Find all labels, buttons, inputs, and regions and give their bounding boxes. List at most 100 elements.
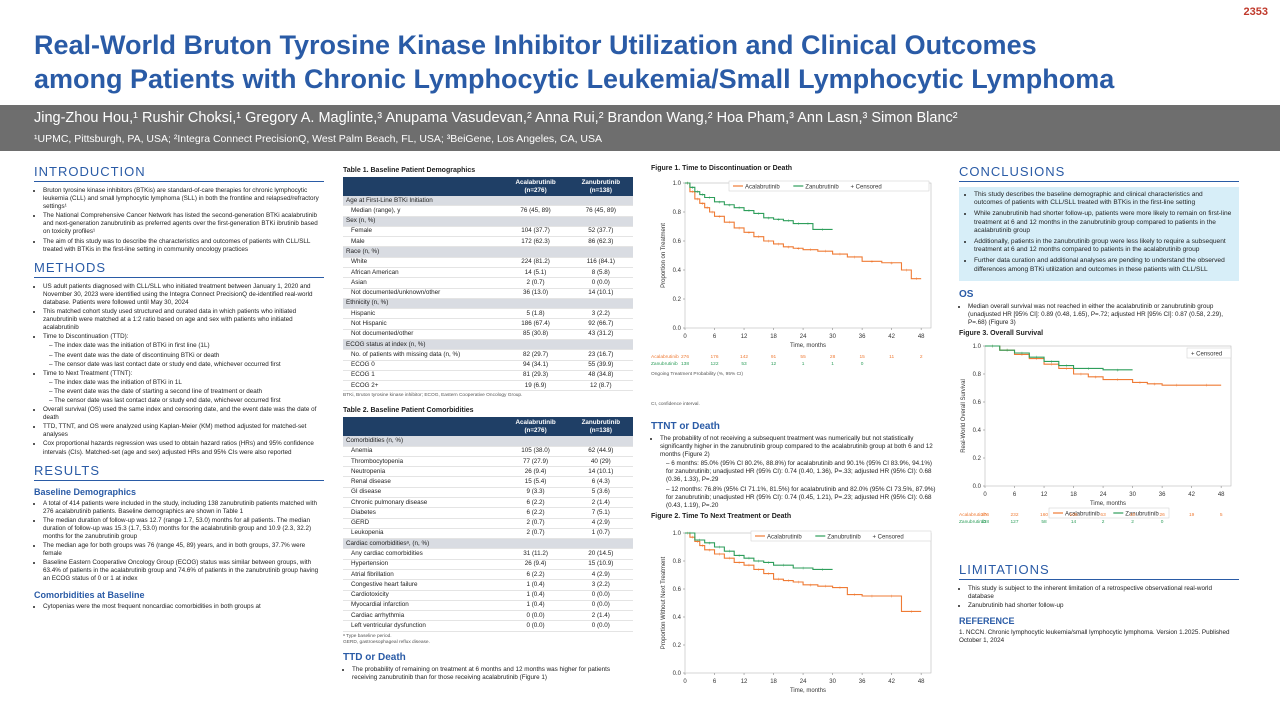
legend-box <box>1048 507 1170 519</box>
affiliations: ¹UPMC, Pittsburgh, PA, USA; ²Integra Con… <box>34 133 603 145</box>
table-cell: Not Hispanic <box>343 318 503 330</box>
censor-mark: + <box>757 211 760 217</box>
censor-mark: + <box>1139 381 1142 387</box>
table-cell: 86 (62.3) <box>568 236 633 248</box>
y-tick-label: 0.4 <box>973 428 982 434</box>
table-cell: Left ventricular dysfunction <box>343 620 503 632</box>
conclusion-bullet: This study describes the baseline demogr… <box>974 191 1233 207</box>
censor-mark: + <box>698 538 701 544</box>
censor-mark: + <box>686 181 689 187</box>
table1-caption: Table 1. Baseline Patient Demographics <box>343 167 476 174</box>
table-cell: Asian <box>343 277 503 289</box>
censor-mark: + <box>701 543 704 549</box>
table-cell: 94 (34.1) <box>502 360 569 371</box>
ttd-bullet: The probability of remaining on treatmen… <box>352 666 633 682</box>
conclusion-bullet: While zanubrutinib had shorter follow-up… <box>974 210 1233 235</box>
censor-mark: + <box>1035 357 1038 363</box>
risk-table-value: 142 <box>740 354 748 360</box>
methods-bullet: This matched cohort study used structure… <box>43 308 324 332</box>
risk-table-value: 122 <box>711 361 719 367</box>
censor-mark: + <box>1116 378 1119 384</box>
risk-table-caption: Ongoing Treatment Probability (%, 95% CI… <box>651 371 743 377</box>
risk-table-value: 127 <box>1011 519 1019 525</box>
censor-mark: + <box>747 230 750 236</box>
table-cell: 224 (81.2) <box>502 257 569 268</box>
table-cell: 9 (3.3) <box>502 487 569 499</box>
risk-table-value: 1 <box>802 361 805 367</box>
table-cell: Not documented/other <box>343 329 503 340</box>
table1-header-acalabrutinib: Acalabrutinib (n=276) <box>502 177 569 196</box>
censor-mark: + <box>824 249 827 255</box>
x-tick-label: 0 <box>683 679 687 685</box>
risk-table-value: 11 <box>889 354 894 360</box>
table-cell: Atrial fibrillation <box>343 569 503 581</box>
km-curve-acalabrutinib <box>985 345 1222 386</box>
table-cell: Leukopenia <box>343 528 503 540</box>
table-cell: 1 (0.4) <box>502 600 569 612</box>
table-cell: 77 (27.9) <box>502 456 569 468</box>
censor-mark: + <box>853 592 856 598</box>
risk-table-value: 14 <box>1071 519 1077 525</box>
table-row: White 224 (81.2) 116 (84.1) <box>343 257 633 268</box>
results-heading: RESULTS <box>34 463 324 481</box>
y-tick-label: 0.2 <box>673 297 682 303</box>
conclusions-box: This study describes the baseline demogr… <box>959 187 1239 281</box>
table-cell: African American <box>343 267 503 279</box>
results-bullet: Cytopenias were the most frequent noncar… <box>43 603 324 611</box>
censor-mark: + <box>890 594 893 600</box>
censor-mark: + <box>1020 353 1023 359</box>
censor-mark: + <box>767 216 770 222</box>
table-cell <box>568 298 633 310</box>
risk-table-value: 0 <box>861 361 864 367</box>
table-row: ECOG 0 94 (34.1) 55 (39.9) <box>343 360 633 371</box>
y-tick-label: 0.8 <box>673 559 682 565</box>
censor-mark: + <box>767 571 770 577</box>
censor-mark: + <box>905 268 908 274</box>
table-cell: 15 (10.9) <box>568 559 633 571</box>
x-tick-label: 42 <box>1188 492 1195 498</box>
legend-label: Zanubrutinib <box>827 534 861 540</box>
results-bullet: The median age for both groups was 76 (r… <box>43 542 324 558</box>
table-row: Cardiac arrhythmia 0 (0.0) 2 (1.4) <box>343 610 633 622</box>
table-cell: Congestive heart failure <box>343 579 503 591</box>
methods-bullet: Cox proportional hazards regression was … <box>43 440 324 456</box>
title-line-2: among Patients with Chronic Lymphocytic … <box>34 64 1115 94</box>
censor-mark: + <box>728 556 731 562</box>
conclusion-bullet: Further data curation and additional ana… <box>974 257 1233 273</box>
table-cell: ECOG status at index (n, %) <box>343 339 503 351</box>
table-cell: 0 (0.0) <box>568 620 633 632</box>
x-tick-label: 36 <box>859 334 866 340</box>
poster-title: Real-World Bruton Tyrosine Kinase Inhibi… <box>34 28 1234 96</box>
table-row: Hispanic 5 (1.8) 3 (2.2) <box>343 308 633 320</box>
reference-text: 1. NCCN. Chronic lymphocytic leukemia/sm… <box>959 629 1230 645</box>
x-tick-label: 12 <box>1041 492 1048 498</box>
km-curve-acalabrutinib <box>685 532 922 612</box>
censor-mark: + <box>691 185 694 191</box>
censor-mark: + <box>1116 368 1119 374</box>
risk-table-value: 106 <box>1070 512 1078 518</box>
table-cell: 7 (5.1) <box>568 507 633 519</box>
y-tick-label: 0.2 <box>973 456 982 462</box>
censor-mark: + <box>915 277 918 283</box>
table-cell: 2 (0.7) <box>502 277 569 289</box>
table-cell: GI disease <box>343 487 503 499</box>
legend-label: Acalabrutinib <box>767 534 802 540</box>
censor-mark: + <box>797 580 800 586</box>
methods-bullet: – The censor date was last contact date … <box>49 396 281 404</box>
censor-mark: + <box>824 584 827 590</box>
censor-mark: + <box>991 344 994 350</box>
censor-mark: + <box>711 210 714 216</box>
x-tick-label: 6 <box>1013 492 1017 498</box>
y-tick-label: 0.6 <box>673 587 682 593</box>
table-cell: Age at First-Line BTKi Initiation <box>343 196 503 207</box>
censor-mark: + <box>1153 382 1156 388</box>
table-cell <box>502 339 569 351</box>
intro-bullet: The National Comprehensive Cancer Networ… <box>43 212 324 236</box>
table1-header-zanubrutinib: Zanubrutinib (n=138) <box>568 177 633 196</box>
risk-table-value: 15 <box>859 354 865 360</box>
censor-mark: + <box>728 549 731 555</box>
censor-legend-label: + Censored <box>1191 352 1222 358</box>
table-row: Renal disease 15 (5.4) 6 (4.3) <box>343 476 633 488</box>
table-cell: Any cardiac comorbidities <box>343 548 503 560</box>
risk-table-value: 40 <box>1130 512 1136 518</box>
